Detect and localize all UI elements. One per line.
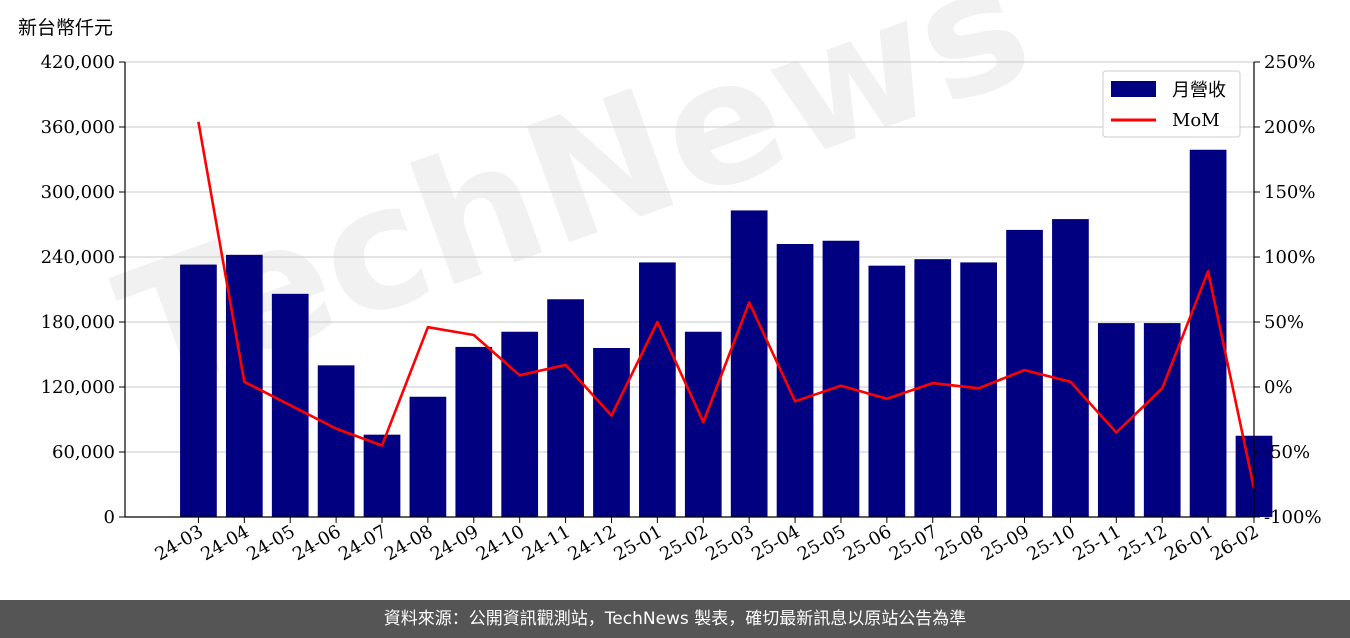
xtick-label: 25-05 [794,521,849,565]
xtick-label: 24-09 [427,521,482,565]
xtick-label: 25-06 [840,521,895,565]
bar-25-03 [730,210,768,517]
bar-25-06 [868,265,906,517]
ytick-label: 60,000 [52,442,115,463]
y2tick-label: -100% [1264,507,1322,528]
y2tick-label: -50% [1264,442,1310,463]
bar-25-02 [684,331,722,517]
legend: 月營收 MoM [1102,70,1241,138]
ytick-label: 300,000 [41,182,115,203]
y2tick-label: 100% [1264,247,1315,268]
bar-24-10 [501,331,539,517]
xtick-label: 25-08 [932,521,987,565]
bar-24-09 [455,346,493,517]
bar-24-12 [593,348,630,517]
y2tick-label: 0% [1264,377,1293,398]
mom-line [197,121,1256,489]
xtick-label: 24-08 [381,521,436,565]
xtick-label: 25-03 [702,521,757,565]
xtick-label: 24-10 [473,521,528,565]
y2tick-label: 150% [1264,182,1315,203]
bar-25-08 [960,262,997,517]
legend-line-label: MoM [1172,110,1220,131]
bar-25-05 [822,240,860,517]
xtick-label: 25-02 [656,521,711,565]
xtick-label: 24-06 [289,521,344,565]
bar-25-04 [776,244,814,517]
ytick-label: 240,000 [41,247,115,268]
y2tick-label: 200% [1264,117,1315,138]
xtick-label: 24-03 [151,521,206,565]
x-axis-ticks: 24-0324-0424-0524-0624-0724-0824-0924-10… [151,517,1263,565]
ytick-label: 120,000 [41,377,115,398]
xtick-label: 25-11 [1069,521,1124,565]
xtick-label: 26-02 [1207,521,1262,565]
y2tick-label: 50% [1264,312,1304,333]
mom-series-line [197,121,1256,489]
bar-24-07 [363,434,401,517]
chart: TechNews 060,000120,000180,000240,000300… [18,0,1322,565]
xtick-label: 25-10 [1023,521,1078,565]
bar-25-01 [639,262,676,517]
ytick-label: 420,000 [41,52,115,73]
xtick-label: 24-05 [243,521,298,565]
xtick-label: 25-12 [1115,521,1170,565]
bar-24-03 [180,264,217,517]
xtick-label: 25-01 [610,521,665,565]
left-axis-ticks: 0 60,000 120,000 180,000 240,000 300,000 360,0… [41,52,125,528]
xtick-label: 26-01 [1161,521,1216,565]
legend-bar-swatch [1111,81,1156,97]
axes-frame [124,62,1255,518]
y-unit-label: 新台幣仟元 [18,17,113,39]
xtick-label: 24-12 [565,521,620,565]
bar-24-08 [409,396,447,517]
xtick-label: 25-09 [978,521,1033,565]
source-footer: 資料來源：公開資訊觀測站，TechNews 製表，確切最新訊息以原站公告為準 [0,600,1350,638]
ytick-label: 360,000 [41,117,115,138]
y2tick-label: 250% [1264,52,1315,73]
ytick-label: 0 [104,507,115,528]
ytick-label: 180,000 [41,312,115,333]
bar-25-10 [1052,219,1089,518]
legend-bar-label: 月營收 [1172,80,1226,101]
xtick-label: 24-11 [519,521,574,565]
revenue-bars [180,149,1273,518]
xtick-label: 24-04 [197,521,252,565]
bar-24-04 [225,254,263,518]
bar-24-11 [547,299,584,517]
xtick-label: 25-04 [748,521,803,565]
right-axis-ticks: -100% -50% 0% 50% 100% 150% 200% 250% [1254,52,1322,528]
xtick-label: 24-07 [335,521,390,565]
bar-24-06 [317,365,355,517]
xtick-label: 25-07 [886,521,941,565]
